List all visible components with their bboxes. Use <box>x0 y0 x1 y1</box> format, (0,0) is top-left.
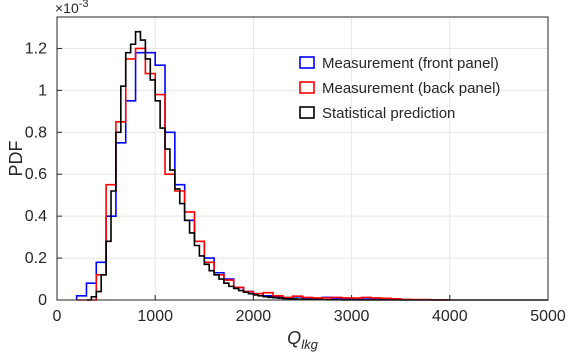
legend-label-3: Statistical prediction <box>322 105 455 122</box>
y-tick-label: 1.2 <box>25 40 47 57</box>
y-tick-label: 0.6 <box>25 166 47 183</box>
legend-swatch-3 <box>299 106 315 119</box>
y-tick-label: 0.2 <box>25 250 47 267</box>
y-axis-label: PDF <box>6 140 26 176</box>
legend-label-2: Measurement (back panel) <box>322 80 500 97</box>
x-tick-label: 0 <box>53 308 62 325</box>
x-tick-label: 1000 <box>137 308 173 325</box>
x-tick-label: 5000 <box>530 308 566 325</box>
x-tick-label: 4000 <box>432 308 468 325</box>
plot-frame <box>56 16 549 301</box>
axis-ticks: 0 1000 2000 3000 4000 5000 0 0.2 0.4 0.6 0.8 1 1.2 <box>25 40 566 325</box>
y-tick-label: 0 <box>38 292 47 309</box>
legend-swatch-1 <box>299 56 315 69</box>
legend-swatch-2 <box>299 81 315 94</box>
y-axis-exponent: ×10-3 <box>55 0 89 16</box>
y-tick-label: 0.4 <box>25 208 47 225</box>
y-tick-label: 0.8 <box>25 124 47 141</box>
y-tick-label: 1 <box>38 82 47 99</box>
x-axis-label: Qlkg <box>287 328 318 352</box>
legend: Measurement (front panel) Measurement (ba… <box>299 55 500 122</box>
legend-label-1: Measurement (front panel) <box>322 55 499 72</box>
x-tick-label: 3000 <box>334 308 370 325</box>
x-tick-label: 2000 <box>236 308 272 325</box>
